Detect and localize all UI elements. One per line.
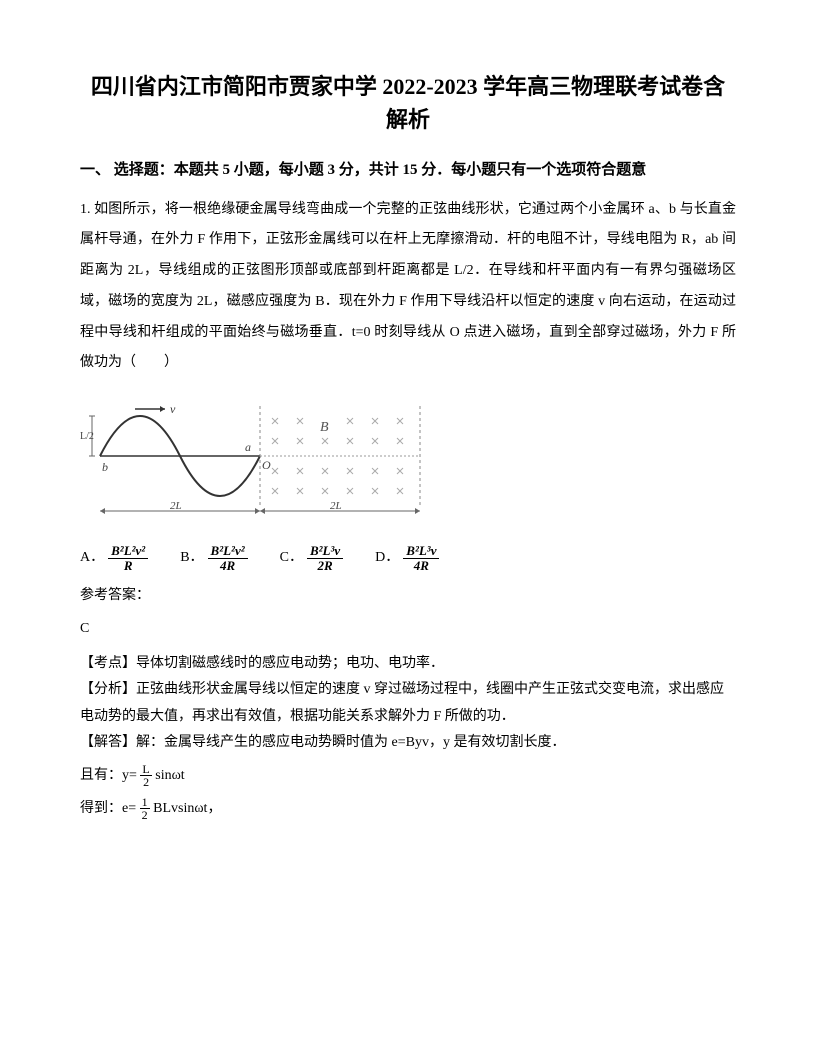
- option-a-den: R: [121, 559, 136, 573]
- option-a-label: A．: [80, 545, 104, 572]
- dist-left-arrow1: [100, 508, 105, 514]
- formula-2-prefix: 得到：e=: [80, 801, 136, 816]
- jieda-label: 【解答】: [80, 735, 136, 750]
- formula-2-num: 1: [140, 796, 150, 809]
- option-d-label: D．: [375, 545, 399, 572]
- options-row: A． B²L²v² R B． B²L²v² 4R C． B²L³v 2R D． …: [80, 544, 736, 574]
- b-label: b: [102, 460, 108, 474]
- answer-value: C: [80, 616, 736, 643]
- option-c-fraction: B²L³v 2R: [307, 544, 343, 574]
- l2-label: L/2: [80, 431, 94, 442]
- option-b: B． B²L²v² 4R: [180, 544, 247, 574]
- dist-left-arrow2: [255, 508, 260, 514]
- section-header: 一、 选择题：本题共 5 小题，每小题 3 分，共计 15 分．每小题只有一个选…: [80, 156, 736, 185]
- option-b-label: B．: [180, 545, 203, 572]
- diagram-svg: v L/2 b a O: [80, 391, 440, 521]
- option-c-num: B²L³v: [307, 544, 343, 559]
- physics-diagram: v L/2 b a O: [80, 391, 736, 532]
- option-b-den: 4R: [217, 559, 238, 573]
- formula-2-suffix: BLvsinωt，: [153, 801, 221, 816]
- formula-1-fraction: L 2: [140, 763, 151, 788]
- exam-title: 四川省内江市简阳市贾家中学 2022-2023 学年高三物理联考试卷含解析: [80, 70, 736, 136]
- option-c-label: C．: [280, 545, 303, 572]
- formula-1-prefix: 且有：y=: [80, 768, 137, 783]
- formula-line-2: 得到：e= 1 2 BLvsinωt，: [80, 796, 736, 823]
- answer-label: 参考答案：: [80, 583, 736, 610]
- jieda: 【解答】解：金属导线产生的感应电动势瞬时值为 e=Byv，y 是有效切割长度．: [80, 730, 736, 757]
- dist-right-arrow2: [415, 508, 420, 514]
- question-1: 1. 如图所示，将一根绝缘硬金属导线弯曲成一个完整的正弦曲线形状，它通过两个小金…: [80, 195, 736, 380]
- formula-1-suffix: sinωt: [155, 768, 184, 783]
- option-b-num: B²L²v²: [208, 544, 248, 559]
- jieda-text: 解：金属导线产生的感应电动势瞬时值为 e=Byv，y 是有效切割长度．: [136, 735, 565, 750]
- dist-right-arrow1: [260, 508, 265, 514]
- dist-left-label: 2L: [170, 500, 182, 512]
- option-d-num: B²L³v: [403, 544, 439, 559]
- fenxi-text: 正弦曲线形状金属导线以恒定的速度 v 穿过磁场过程中，线圈中产生正弦式交变电流，…: [80, 682, 724, 724]
- option-d: D． B²L³v 4R: [375, 544, 439, 574]
- kaodian-label: 【考点】: [80, 656, 136, 671]
- velocity-arrow-head: [160, 406, 165, 412]
- v-label: v: [170, 402, 176, 416]
- option-a-num: B²L²v²: [108, 544, 148, 559]
- b-field-label: B: [320, 420, 329, 435]
- formula-2-den: 2: [140, 809, 150, 821]
- question-body: 如图所示，将一根绝缘硬金属导线弯曲成一个完整的正弦曲线形状，它通过两个小金属环 …: [80, 202, 736, 371]
- option-c: C． B²L³v 2R: [280, 544, 344, 574]
- option-a: A． B²L²v² R: [80, 544, 148, 574]
- dist-right-label: 2L: [330, 500, 342, 512]
- kaodian-text: 导体切割磁感线时的感应电动势；电功、电功率．: [136, 656, 444, 671]
- option-d-fraction: B²L³v 4R: [403, 544, 439, 574]
- fenxi: 【分析】正弦曲线形状金属导线以恒定的速度 v 穿过磁场过程中，线圈中产生正弦式交…: [80, 677, 736, 730]
- a-label: a: [245, 440, 251, 454]
- o-label: O: [262, 458, 271, 472]
- formula-2-fraction: 1 2: [140, 796, 150, 821]
- formula-line-1: 且有：y= L 2 sinωt: [80, 763, 736, 790]
- option-a-fraction: B²L²v² R: [108, 544, 148, 574]
- kaodian: 【考点】导体切割磁感线时的感应电动势；电功、电功率．: [80, 651, 736, 678]
- option-c-den: 2R: [314, 559, 335, 573]
- fenxi-label: 【分析】: [80, 682, 136, 697]
- option-d-den: 4R: [411, 559, 432, 573]
- formula-1-den: 2: [141, 776, 151, 788]
- option-b-fraction: B²L²v² 4R: [208, 544, 248, 574]
- question-number: 1.: [80, 202, 91, 217]
